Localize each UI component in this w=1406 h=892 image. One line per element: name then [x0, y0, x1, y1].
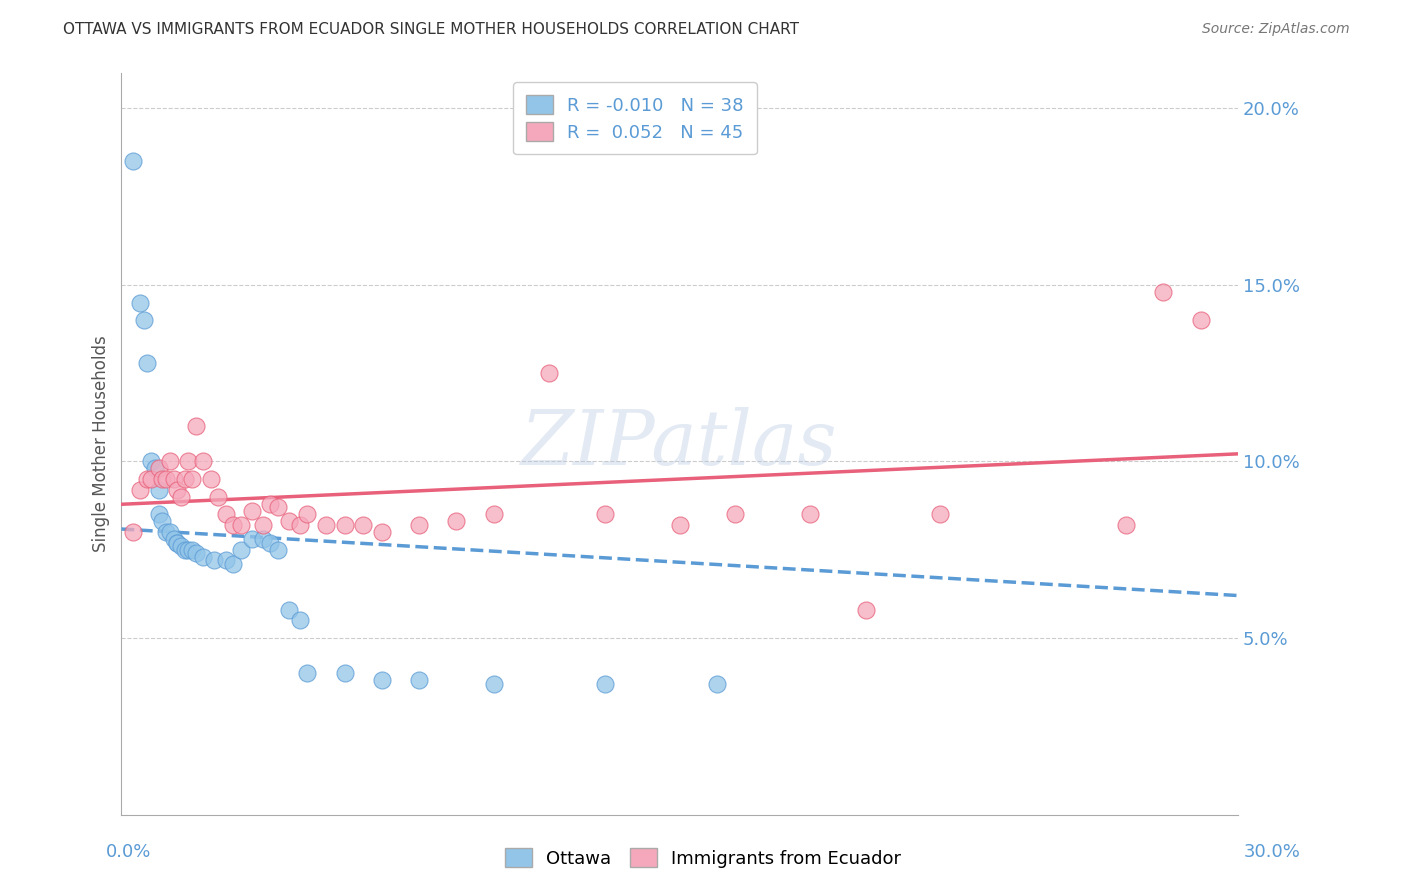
- Y-axis label: Single Mother Households: Single Mother Households: [93, 335, 110, 552]
- Point: [141, 472, 163, 486]
- Point: [148, 508, 170, 522]
- Point: [706, 677, 728, 691]
- Point: [1189, 313, 1212, 327]
- Point: [288, 518, 311, 533]
- Point: [267, 542, 290, 557]
- Point: [129, 295, 152, 310]
- Text: ZIPatlas: ZIPatlas: [522, 407, 838, 481]
- Point: [371, 673, 394, 688]
- Point: [170, 490, 193, 504]
- Point: [148, 461, 170, 475]
- Point: [668, 518, 690, 533]
- Point: [252, 518, 274, 533]
- Point: [222, 557, 245, 571]
- Point: [159, 454, 181, 468]
- Point: [136, 355, 159, 369]
- Point: [259, 497, 281, 511]
- Point: [1152, 285, 1174, 299]
- Point: [143, 461, 166, 475]
- Point: [267, 500, 290, 515]
- Point: [482, 677, 505, 691]
- Point: [229, 542, 252, 557]
- Point: [136, 472, 159, 486]
- Point: [538, 366, 561, 380]
- Point: [408, 518, 430, 533]
- Point: [141, 454, 163, 468]
- Point: [150, 515, 173, 529]
- Point: [222, 518, 245, 533]
- Point: [155, 524, 177, 539]
- Point: [150, 472, 173, 486]
- Point: [482, 508, 505, 522]
- Point: [121, 154, 143, 169]
- Text: 0.0%: 0.0%: [105, 843, 150, 861]
- Point: [799, 508, 821, 522]
- Point: [162, 472, 184, 486]
- Point: [173, 542, 195, 557]
- Point: [277, 603, 299, 617]
- Legend: Ottawa, Immigrants from Ecuador: Ottawa, Immigrants from Ecuador: [494, 837, 912, 879]
- Point: [593, 677, 616, 691]
- Point: [724, 508, 747, 522]
- Point: [166, 535, 188, 549]
- Point: [177, 454, 200, 468]
- Point: [170, 539, 193, 553]
- Point: [193, 454, 215, 468]
- Point: [177, 542, 200, 557]
- Point: [121, 524, 143, 539]
- Point: [129, 483, 152, 497]
- Point: [277, 515, 299, 529]
- Point: [159, 524, 181, 539]
- Point: [1115, 518, 1137, 533]
- Text: Source: ZipAtlas.com: Source: ZipAtlas.com: [1202, 22, 1350, 37]
- Point: [229, 518, 252, 533]
- Point: [352, 518, 374, 533]
- Point: [184, 546, 207, 560]
- Point: [297, 508, 319, 522]
- Point: [184, 419, 207, 434]
- Point: [166, 483, 188, 497]
- Point: [214, 508, 236, 522]
- Point: [214, 553, 236, 567]
- Point: [259, 535, 281, 549]
- Point: [204, 553, 226, 567]
- Point: [207, 490, 229, 504]
- Point: [288, 613, 311, 627]
- Point: [371, 524, 394, 539]
- Point: [200, 472, 222, 486]
- Point: [193, 549, 215, 564]
- Point: [855, 603, 877, 617]
- Point: [181, 472, 204, 486]
- Point: [148, 483, 170, 497]
- Point: [333, 518, 356, 533]
- Point: [240, 532, 263, 546]
- Point: [181, 542, 204, 557]
- Point: [132, 313, 155, 327]
- Point: [593, 508, 616, 522]
- Text: 30.0%: 30.0%: [1244, 843, 1301, 861]
- Point: [252, 532, 274, 546]
- Point: [333, 666, 356, 681]
- Point: [173, 472, 195, 486]
- Point: [162, 532, 184, 546]
- Point: [408, 673, 430, 688]
- Point: [929, 508, 952, 522]
- Point: [446, 515, 468, 529]
- Point: [297, 666, 319, 681]
- Text: OTTAWA VS IMMIGRANTS FROM ECUADOR SINGLE MOTHER HOUSEHOLDS CORRELATION CHART: OTTAWA VS IMMIGRANTS FROM ECUADOR SINGLE…: [63, 22, 799, 37]
- Point: [155, 472, 177, 486]
- Legend: R = -0.010   N = 38, R =  0.052   N = 45: R = -0.010 N = 38, R = 0.052 N = 45: [513, 82, 756, 154]
- Point: [166, 535, 188, 549]
- Point: [315, 518, 337, 533]
- Point: [240, 504, 263, 518]
